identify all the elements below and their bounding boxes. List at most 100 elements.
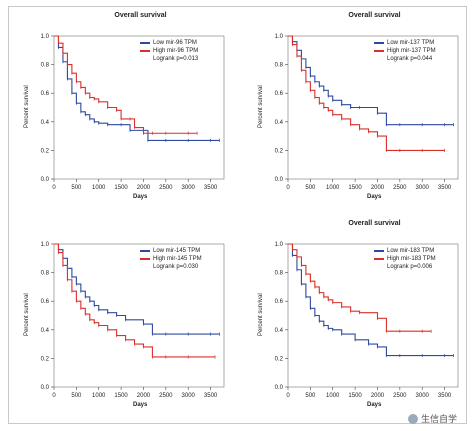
watermark: 生信自学 (407, 412, 457, 425)
x-tick-label: 3000 (416, 185, 430, 191)
x-tick-label: 1000 (326, 185, 340, 191)
chart-svg: 0.0 0.2 0.4 0.6 0.8 1.0 0 500 1000 1500 2000 2500 30… (41, 34, 225, 191)
survival-chart-3: 0.0 0.2 0.4 0.6 0.8 1.0 0 500 1000 1500 2000 2500 30… (10, 220, 225, 420)
logrank-pvalue: Logrank p=0.030 (153, 264, 199, 270)
x-axis-label: Days (133, 402, 148, 408)
y-tick-label: 0.0 (275, 177, 284, 183)
survival-chart-4: 0.0 0.2 0.4 0.6 0.8 1.0 0 500 1000 1500 2000 2500 30… (244, 220, 459, 420)
y-tick-label: 1.0 (275, 34, 284, 40)
x-tick-label: 1500 (348, 393, 362, 399)
series-line-low (288, 243, 454, 357)
x-tick-label: 0 (286, 185, 290, 191)
y-tick-label: 0.2 (41, 356, 50, 362)
legend-entry: Low mir-137 TPM (374, 39, 436, 47)
chart-title: Overall survival (114, 12, 167, 19)
x-tick-label: 0 (52, 185, 56, 191)
plot-area (53, 243, 225, 388)
figure-frame (8, 6, 467, 424)
series-line-high (288, 243, 432, 332)
watermark-text: 生信自学 (420, 414, 457, 424)
logrank-pvalue: Logrank p=0.013 (153, 56, 199, 62)
y-tick-label: 0.8 (41, 63, 50, 69)
x-tick-label: 3000 (182, 185, 196, 191)
x-tick-label: 500 (71, 185, 82, 191)
x-tick-label: 2000 (371, 393, 385, 399)
legend-label: High mir-145 TPM (153, 256, 202, 262)
plot-area (287, 243, 459, 388)
legend-entry: High mir-145 TPM (140, 255, 202, 263)
y-axis-label: Percent survival (258, 292, 264, 336)
y-tick-label: 0.4 (275, 328, 284, 334)
legend-entry: High mir-137 TPM (374, 47, 436, 55)
y-tick-label: 0.8 (275, 271, 284, 277)
legend-entry: High mir-183 TPM (374, 255, 436, 263)
legend-swatch (374, 250, 384, 252)
legend-swatch (374, 258, 384, 260)
legend-swatch (140, 250, 150, 252)
x-tick-label: 2500 (159, 185, 173, 191)
x-tick-label: 1000 (92, 393, 106, 399)
legend-label: Low mir-183 TPM (387, 248, 435, 254)
legend: Low mir-145 TPM High mir-145 TPM Logrank p… (140, 247, 202, 271)
x-tick-label: 2000 (371, 185, 385, 191)
x-tick-label: 2000 (137, 185, 151, 191)
plot-area (287, 35, 459, 180)
x-tick-label: 1500 (348, 185, 362, 191)
chart-title: Overall survival (348, 12, 401, 19)
logrank-pvalue: Logrank p=0.006 (387, 264, 433, 270)
x-tick-label: 2500 (159, 393, 173, 399)
legend-entry: Low mir-145 TPM (140, 247, 202, 255)
x-tick-label: 500 (305, 393, 316, 399)
y-tick-label: 0.2 (275, 356, 284, 362)
chart-svg: 0.0 0.2 0.4 0.6 0.8 1.0 0 500 1000 1500 2000 2500 30… (275, 34, 459, 191)
legend-label: Low mir-96 TPM (153, 40, 197, 46)
y-tick-label: 0.0 (41, 177, 50, 183)
legend-swatch (374, 42, 384, 44)
y-tick-label: 0.4 (41, 120, 50, 126)
y-tick-label: 0.6 (275, 91, 284, 97)
legend-label: Low mir-137 TPM (387, 40, 435, 46)
x-tick-label: 3500 (438, 393, 452, 399)
legend-swatch (374, 50, 384, 52)
y-tick-label: 0.2 (41, 148, 50, 154)
x-tick-label: 1000 (92, 185, 106, 191)
x-tick-label: 3500 (204, 393, 218, 399)
legend-entry: Low mir-183 TPM (374, 247, 436, 255)
legend-swatch (140, 258, 150, 260)
x-tick-label: 0 (286, 393, 290, 399)
legend-entry: Low mir-96 TPM (140, 39, 198, 47)
chart-svg: 0.0 0.2 0.4 0.6 0.8 1.0 0 500 1000 1500 2000 2500 30… (275, 242, 459, 399)
x-axis-label: Days (367, 402, 382, 408)
x-tick-label: 2500 (393, 393, 407, 399)
legend-swatch (140, 42, 150, 44)
x-axis-label: Days (133, 194, 148, 200)
y-tick-label: 0.4 (275, 120, 284, 126)
plot-area (53, 35, 225, 180)
x-tick-label: 1000 (326, 393, 340, 399)
y-tick-label: 0.6 (41, 299, 50, 305)
legend-swatch (140, 50, 150, 52)
legend-label: Low mir-145 TPM (153, 248, 201, 254)
y-tick-label: 0.4 (41, 328, 50, 334)
legend: Low mir-96 TPM High mir-96 TPM Logrank p=0… (140, 39, 198, 63)
x-tick-label: 2000 (137, 393, 151, 399)
x-tick-label: 2500 (393, 185, 407, 191)
x-tick-label: 3500 (204, 185, 218, 191)
y-tick-label: 0.2 (275, 148, 284, 154)
legend-label: High mir-96 TPM (153, 48, 199, 54)
legend-label: High mir-183 TPM (387, 256, 436, 262)
y-tick-label: 0.8 (41, 271, 50, 277)
legend-entry: High mir-96 TPM (140, 47, 198, 55)
y-tick-label: 1.0 (41, 34, 50, 40)
legend: Low mir-183 TPM High mir-183 TPM Logrank p… (374, 247, 436, 271)
legend-label: High mir-137 TPM (387, 48, 436, 54)
x-tick-label: 500 (71, 393, 82, 399)
y-tick-label: 0.8 (275, 63, 284, 69)
series-line-low (288, 35, 454, 126)
survival-chart-2: 0.0 0.2 0.4 0.6 0.8 1.0 0 500 1000 1500 2000 2500 30… (244, 12, 459, 212)
x-tick-label: 3000 (182, 393, 196, 399)
y-tick-label: 1.0 (41, 242, 50, 248)
x-tick-label: 3000 (416, 393, 430, 399)
x-tick-label: 500 (305, 185, 316, 191)
y-tick-label: 0.6 (41, 91, 50, 97)
